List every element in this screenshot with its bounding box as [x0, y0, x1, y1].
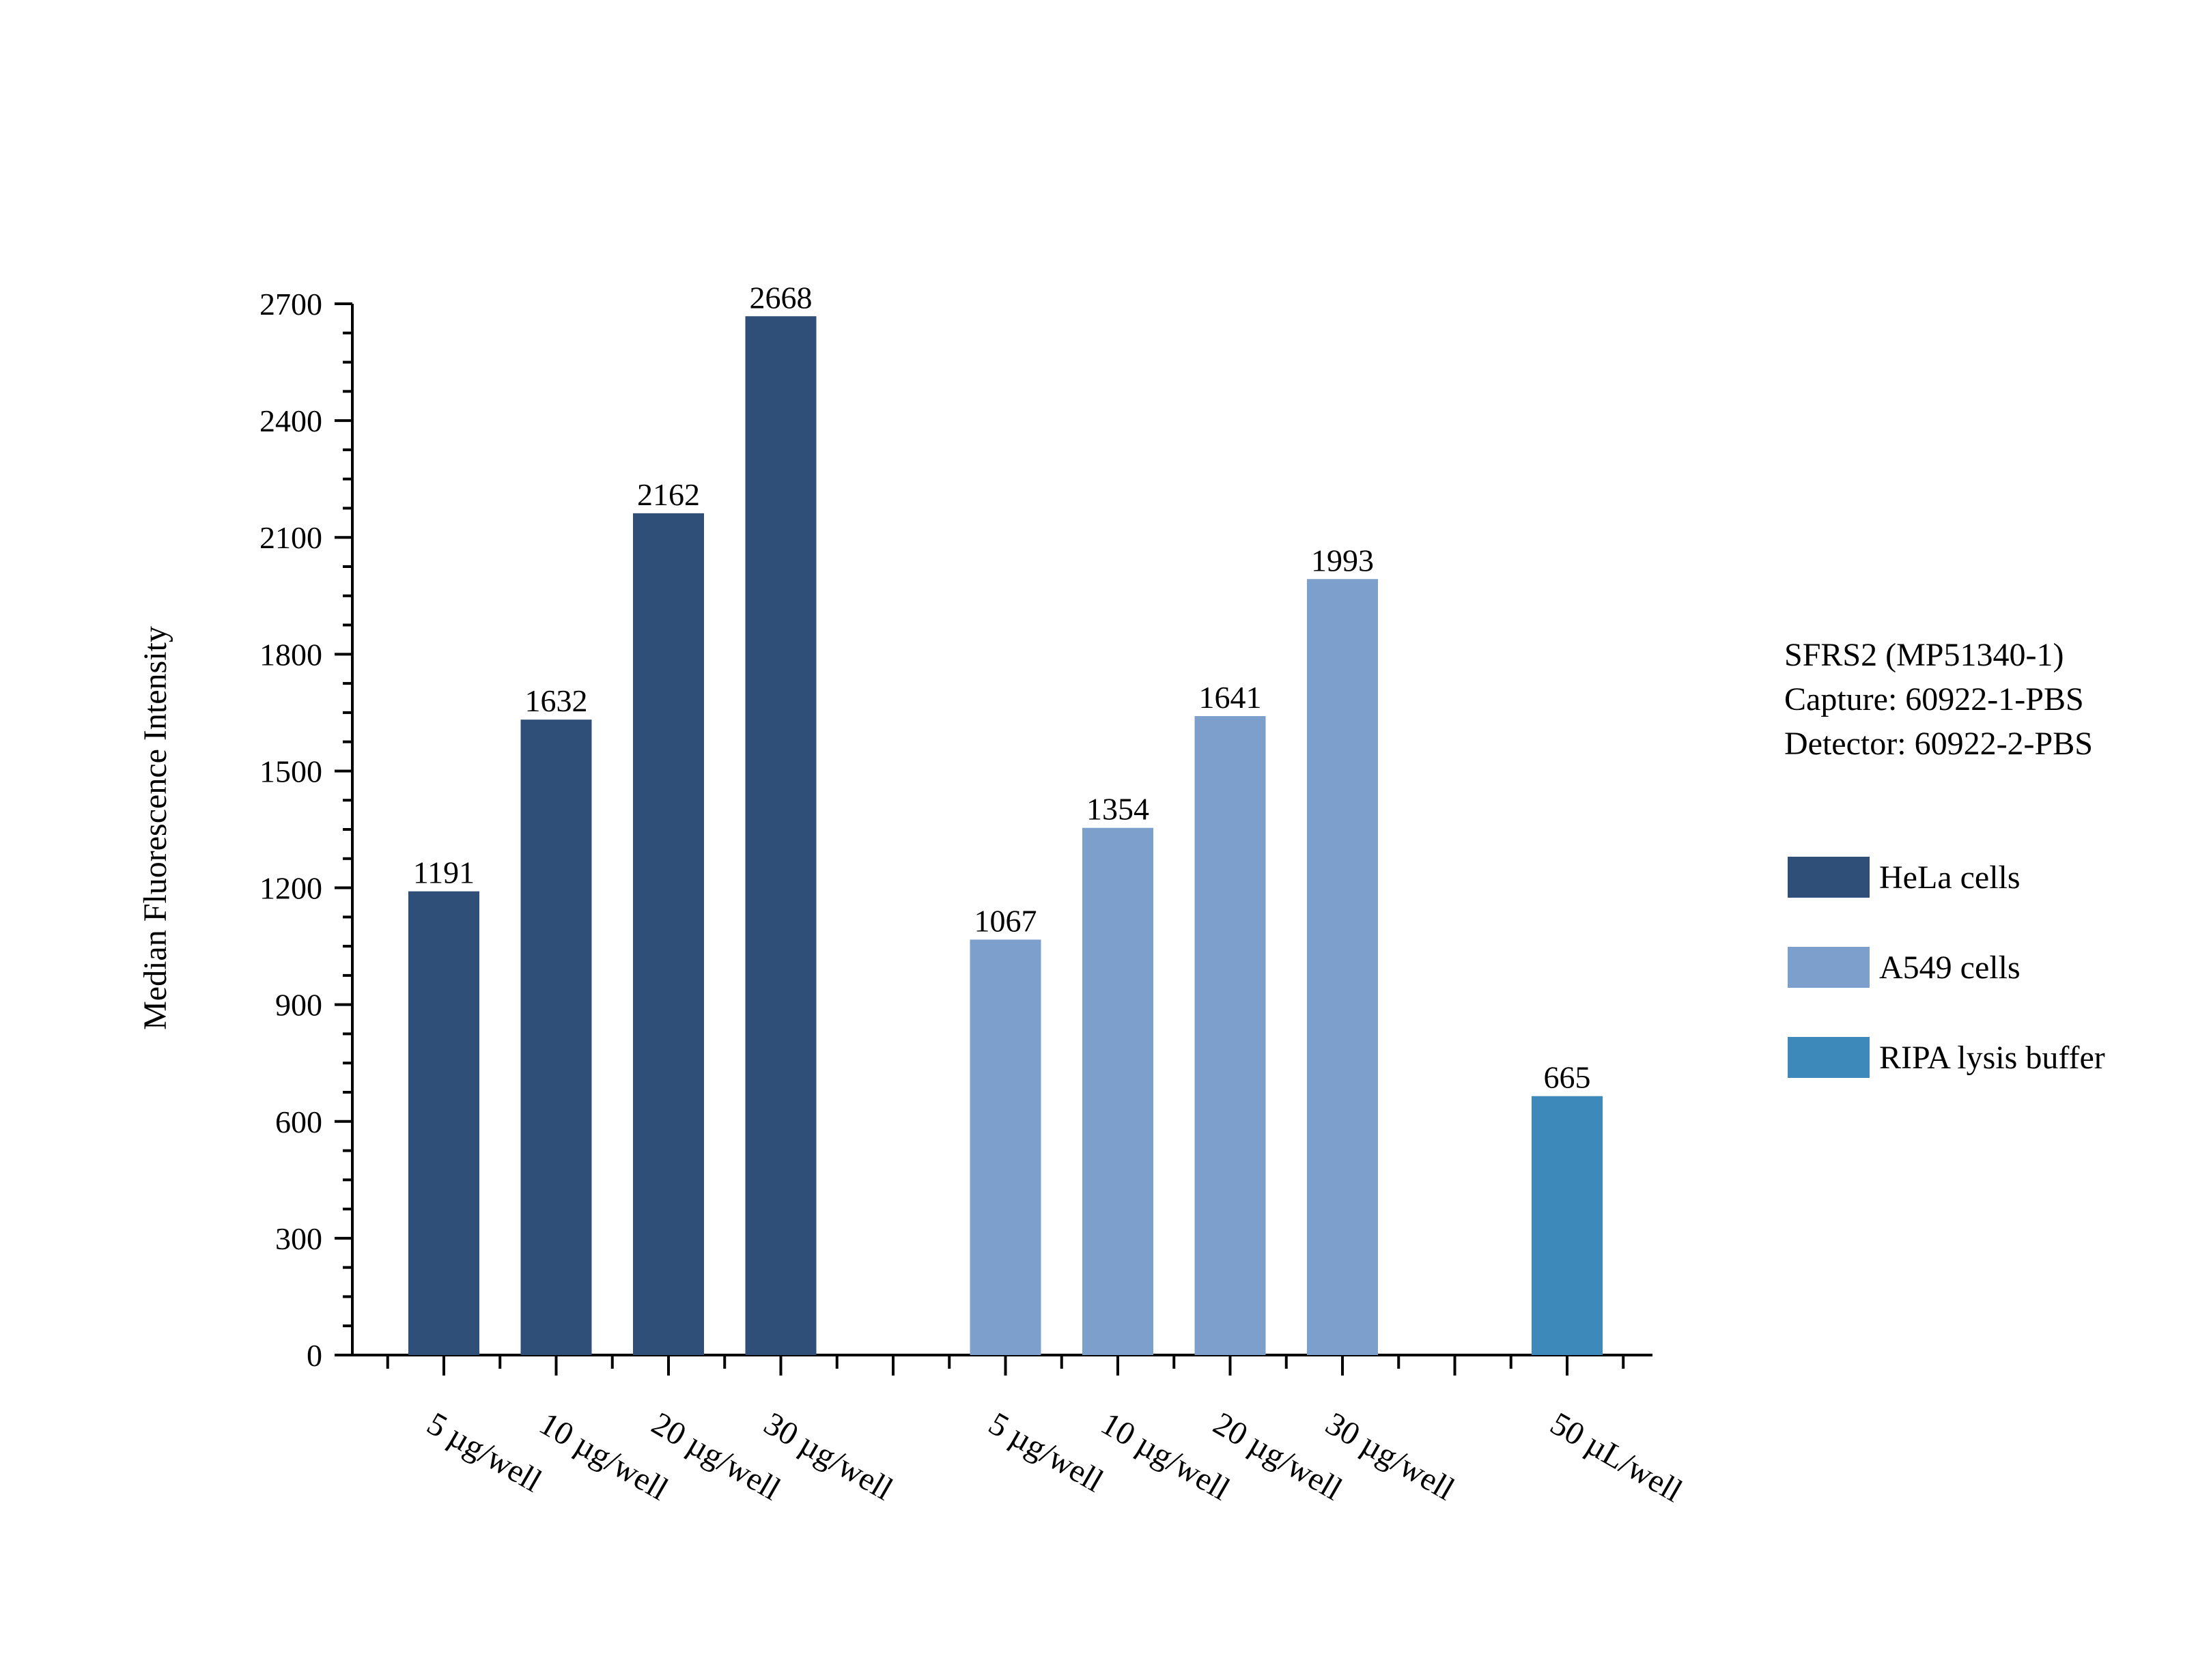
bar	[408, 891, 479, 1355]
bar-value-label: 665	[1544, 1060, 1591, 1095]
bars	[408, 316, 1603, 1356]
y-axis-title: Median Fluorescence Intensity	[137, 626, 173, 1030]
legend-label: HeLa cells	[1879, 859, 2021, 896]
value-labels: 1191 1632 2162 2668 1067 1354 1641 1993 665	[413, 280, 1591, 1094]
x-tick-label: 20 µg/well	[646, 1406, 787, 1508]
y-tick-label: 300	[275, 1221, 322, 1256]
x-tick-label: 30 µg/well	[758, 1406, 899, 1508]
y-tick-label: 1200	[259, 871, 322, 906]
x-tick-label: 5 µg/well	[421, 1406, 548, 1500]
annotation-line: Detector: 60922-2-PBS	[1784, 726, 2093, 762]
x-tick-label: 20 µg/well	[1207, 1406, 1348, 1508]
bar-value-label: 2668	[750, 280, 813, 315]
bar	[520, 720, 592, 1355]
bar-value-label: 1641	[1199, 680, 1262, 715]
y-tick-label: 1500	[259, 754, 322, 788]
y-tick-label: 1800	[259, 637, 322, 672]
x-tick-label: 30 µg/well	[1320, 1406, 1461, 1508]
y-axis-ticks: 0 300 600 900 1200 1500 1800 2100 2400 2700	[259, 287, 352, 1373]
annotation-line: Capture: 60922-1-PBS	[1784, 681, 2084, 717]
y-tick-label: 600	[275, 1105, 322, 1139]
bar	[745, 316, 817, 1356]
bar-value-label: 1354	[1086, 792, 1149, 827]
bar	[1194, 716, 1266, 1355]
x-tick-label: 50 µL/well	[1545, 1406, 1689, 1509]
legend-label: RIPA lysis buffer	[1879, 1040, 2105, 1076]
bar	[970, 939, 1041, 1355]
x-tick-label: 5 µg/well	[983, 1406, 1110, 1500]
x-tick-label: 10 µg/well	[533, 1406, 674, 1508]
y-tick-label: 900	[275, 988, 322, 1023]
y-tick-label: 2100	[259, 520, 322, 555]
x-tick-label: 10 µg/well	[1095, 1406, 1236, 1508]
y-tick-label: 2700	[259, 287, 322, 322]
bar	[1082, 827, 1153, 1355]
y-tick-label: 0	[307, 1338, 322, 1373]
bar-value-label: 1632	[525, 683, 588, 718]
bar	[1532, 1096, 1603, 1355]
bar-value-label: 1067	[974, 903, 1037, 938]
bar	[633, 513, 704, 1355]
legend-swatch	[1788, 1037, 1870, 1078]
chart-annotation: SFRS2 (MP51340-1) Capture: 60922-1-PBS Det…	[1784, 637, 2093, 762]
legend-swatch	[1788, 857, 1870, 898]
legend-swatch	[1788, 947, 1870, 988]
annotation-line: SFRS2 (MP51340-1)	[1784, 637, 2064, 673]
x-axis-ticks	[386, 1355, 1625, 1376]
bar-value-label: 2162	[637, 477, 700, 512]
legend: HeLa cells A549 cells RIPA lysis buffer	[1788, 857, 2105, 1078]
legend-label: A549 cells	[1879, 950, 2021, 986]
bar-value-label: 1191	[413, 855, 475, 890]
bar-value-label: 1993	[1311, 543, 1374, 578]
y-tick-label: 2400	[259, 403, 322, 438]
bar	[1307, 579, 1378, 1355]
